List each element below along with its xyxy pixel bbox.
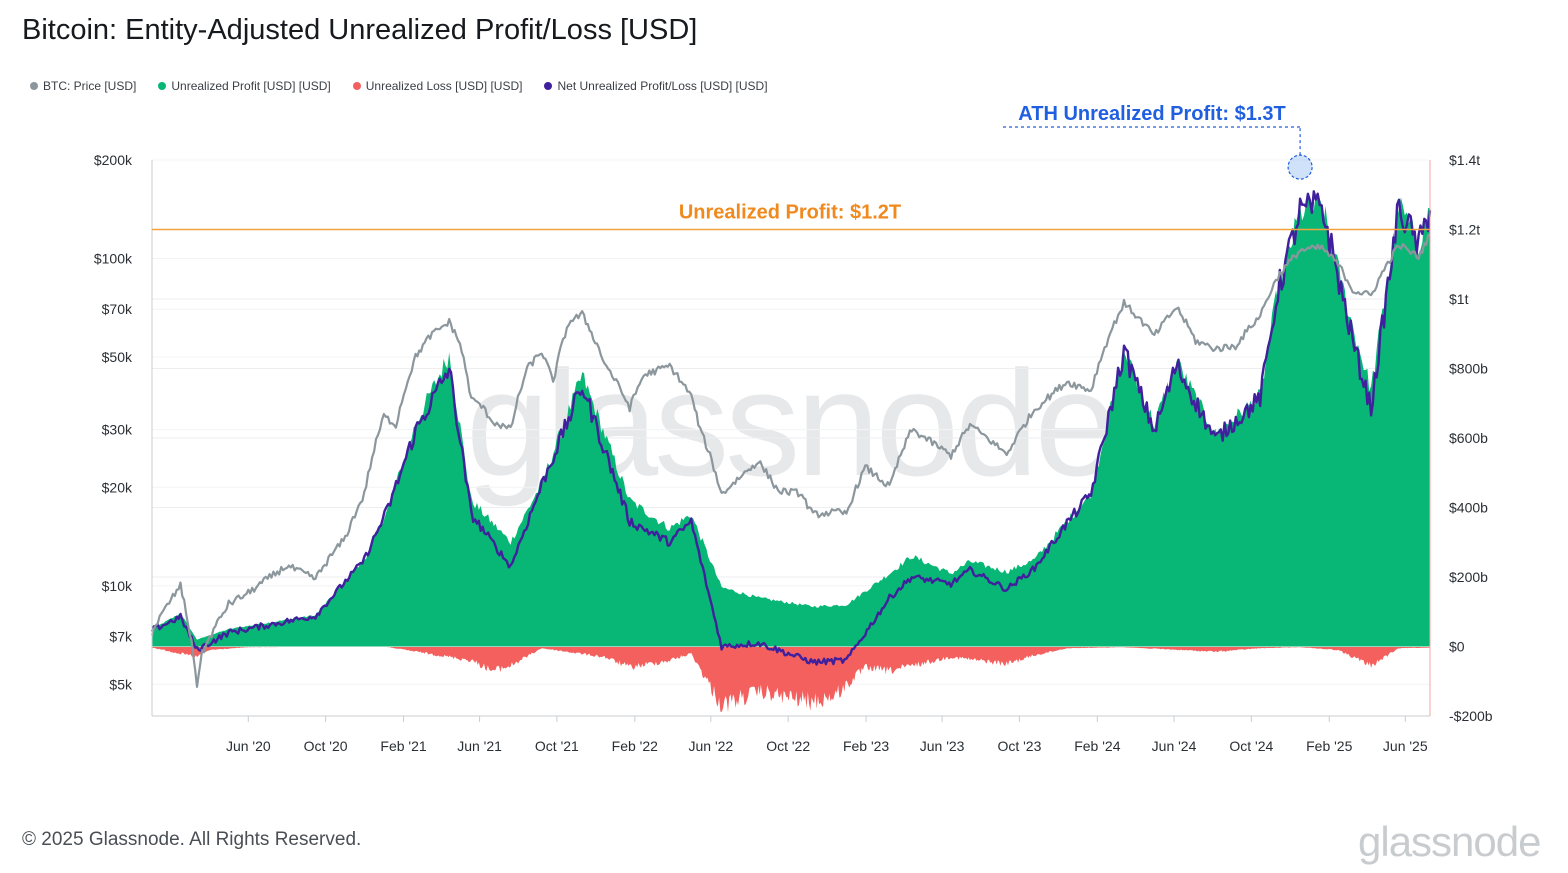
x-tick-label: Jun '25	[1383, 738, 1428, 754]
legend-label: Unrealized Loss [USD] [USD]	[365, 79, 523, 93]
x-tick-label: Feb '24	[1074, 738, 1120, 754]
left-tick-label: $30k	[102, 422, 133, 438]
legend-label: BTC: Price [USD]	[43, 79, 137, 93]
right-tick-label: $1.2t	[1449, 222, 1480, 238]
x-tick-label: Oct '21	[535, 738, 579, 754]
line-series	[150, 190, 1432, 688]
legend: BTC: Price [USD] Unrealized Profit [USD] …	[30, 79, 768, 93]
legend-item[interactable]: Net Unrealized Profit/Loss [USD] [USD]	[544, 79, 768, 93]
unrealized-profit-area	[152, 194, 1430, 647]
left-tick-label: $200k	[94, 152, 133, 168]
legend-item[interactable]: Unrealized Loss [USD] [USD]	[352, 79, 523, 93]
left-tick-label: $7k	[109, 628, 133, 644]
legend-label: Net Unrealized Profit/Loss [USD] [USD]	[557, 79, 768, 93]
left-tick-label: $50k	[102, 349, 133, 365]
x-tick-label: Feb '23	[843, 738, 889, 754]
chart-title: Bitcoin: Entity-Adjusted Unrealized Prof…	[22, 14, 698, 46]
legend-swatch	[544, 82, 553, 90]
btc-price-line	[150, 233, 1431, 688]
left-tick-label: $20k	[102, 479, 133, 495]
net-unrealized-line	[150, 190, 1432, 666]
axes: $200k $100k $70k $50k $30k $20k $10k $7k $5k $1.4…	[94, 152, 1493, 754]
right-tick-label: -$200b	[1449, 708, 1493, 724]
x-tick-label: Oct '20	[304, 738, 348, 754]
legend-label: Unrealized Profit [USD] [USD]	[171, 79, 331, 93]
x-tick-label: Oct '23	[997, 738, 1041, 754]
x-tick-label: Feb '21	[380, 738, 426, 754]
x-tick-label: Jun '23	[920, 738, 965, 754]
left-tick-label: $70k	[102, 301, 133, 317]
left-tick-label: $100k	[94, 251, 133, 267]
legend-swatch	[30, 82, 38, 90]
x-tick-label: Jun '20	[226, 738, 271, 754]
legend-item[interactable]: Unrealized Profit [USD] [USD]	[158, 79, 331, 93]
x-tick-label: Jun '22	[688, 738, 733, 754]
right-tick-label: $1.4t	[1449, 152, 1480, 168]
right-tick-label: $400b	[1449, 500, 1488, 516]
ath-marker	[1287, 154, 1313, 180]
unrealized-loss-area	[152, 646, 1430, 713]
area-series	[152, 194, 1430, 713]
callout-label: ATH Unrealized Profit: $1.3T	[1018, 103, 1285, 125]
left-tick-label: $10k	[102, 578, 133, 594]
right-tick-label: $1t	[1449, 291, 1469, 307]
legend-swatch	[158, 82, 167, 90]
reference-line-label: Unrealized Profit: $1.2T	[679, 202, 901, 224]
x-tick-label: Jun '24	[1152, 738, 1197, 754]
x-tick-label: Feb '25	[1306, 738, 1352, 754]
legend-item[interactable]: BTC: Price [USD]	[30, 79, 136, 93]
footer-brand-logo: glassnode	[1358, 818, 1541, 865]
x-tick-label: Oct '22	[766, 738, 810, 754]
x-tick-label: Feb '22	[612, 738, 658, 754]
right-tick-label: $600b	[1449, 430, 1488, 446]
right-tick-label: $200b	[1449, 569, 1488, 585]
x-tick-label: Jun '21	[457, 738, 502, 754]
footer-copyright: © 2025 Glassnode. All Rights Reserved.	[22, 829, 362, 850]
legend-swatch	[352, 82, 361, 90]
left-tick-label: $5k	[109, 676, 133, 692]
right-tick-label: $800b	[1449, 361, 1488, 377]
annotations: Unrealized Profit: $1.2T ATH Unrealized P…	[152, 103, 1430, 231]
x-tick-label: Oct '24	[1229, 738, 1273, 754]
right-tick-label: $0	[1449, 639, 1465, 655]
